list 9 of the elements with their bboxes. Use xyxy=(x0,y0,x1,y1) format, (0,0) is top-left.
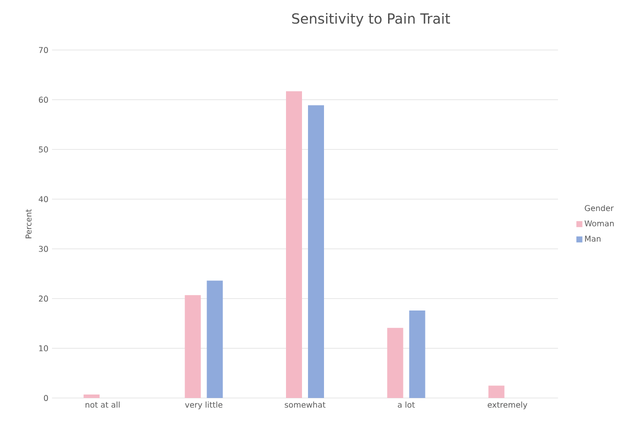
bar xyxy=(184,295,201,398)
bar xyxy=(84,394,100,398)
bar xyxy=(308,105,324,398)
chart-title: Sensitivity to Pain Trait xyxy=(292,13,450,27)
bar xyxy=(409,310,426,398)
bar xyxy=(286,91,302,398)
bar xyxy=(206,280,223,398)
bar xyxy=(387,328,404,398)
bar xyxy=(488,386,504,398)
